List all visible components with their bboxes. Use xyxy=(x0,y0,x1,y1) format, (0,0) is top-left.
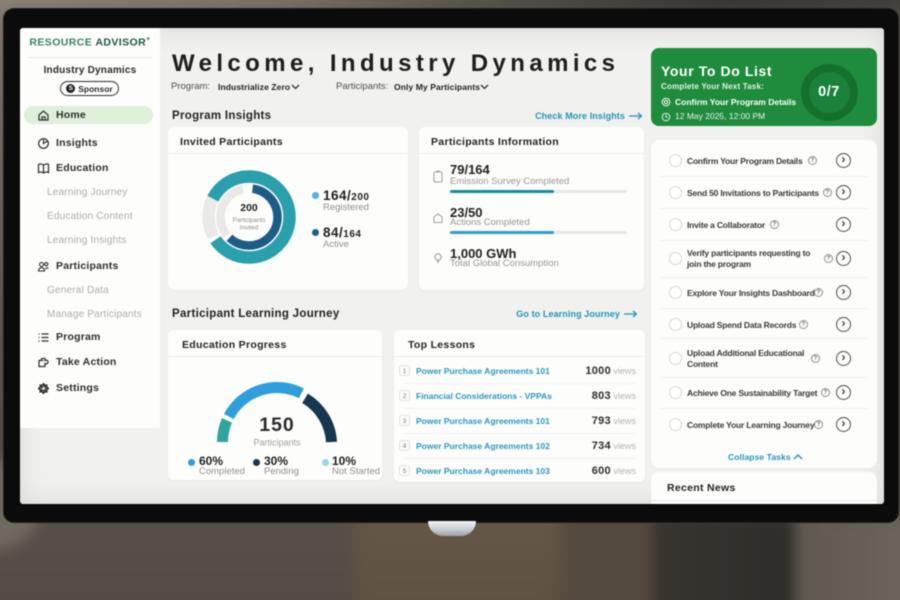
svg-text:200: 200 xyxy=(240,202,258,214)
svg-text:Participants: Participants xyxy=(233,217,266,224)
svg-text:Invited: Invited xyxy=(240,225,259,232)
svg-text:150: 150 xyxy=(259,414,295,436)
svg-text:Participants: Participants xyxy=(253,438,301,448)
